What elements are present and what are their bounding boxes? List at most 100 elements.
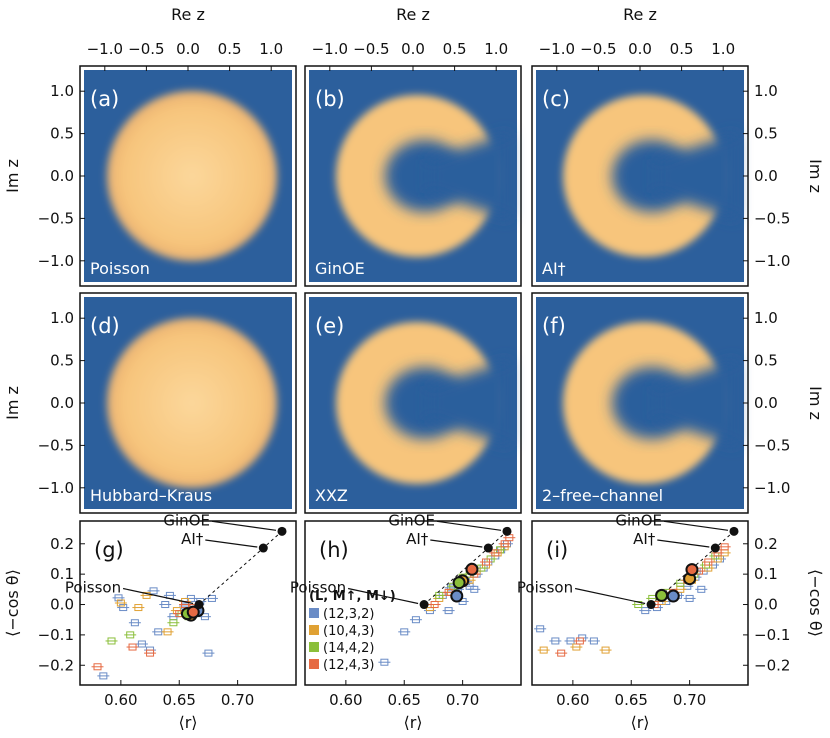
- panel-label: (a): [90, 87, 119, 111]
- density-panel: (c) AI† −1.0 −0.5 0.0 0.5 1.0 Re z 1.0 0.5 0.0 −0.5…: [531, 5, 825, 287]
- density-disk: [107, 91, 277, 261]
- x-tick-label: 0.70: [446, 691, 479, 709]
- x-axis-label: Re z: [396, 5, 430, 24]
- legend-swatch: [309, 642, 319, 652]
- reference-arrow: [663, 520, 729, 531]
- average-marker: [452, 576, 466, 590]
- reference-arrow: [347, 587, 419, 605]
- x-tick-label: −0.5: [353, 40, 389, 58]
- y-tick-label: 1.0: [754, 82, 778, 100]
- density-panel: (d) Hubbard–Kraus 1.0 0.5 0.0 −0.5 −1.0 Im z: [3, 292, 297, 514]
- reference-arrow: [657, 539, 710, 548]
- legend-swatch: [309, 625, 319, 635]
- reference-arrow: [436, 520, 502, 531]
- x-tick-label: 0.65: [163, 691, 196, 709]
- panel-label: (c): [542, 87, 570, 111]
- density-gap: [656, 132, 737, 220]
- y-axis-label: Im z: [3, 386, 22, 420]
- density-gap: [656, 359, 737, 447]
- x-axis-label: ⟨r⟩: [630, 713, 649, 732]
- y-axis-label: ⟨−cos θ⟩: [3, 569, 22, 637]
- legend-swatch: [309, 608, 319, 618]
- panel-name: Hubbard–Kraus: [90, 486, 212, 505]
- panel-label: (h): [319, 538, 349, 562]
- y-tick-label: −1.0: [38, 479, 74, 497]
- average-marker: [685, 563, 699, 577]
- y-tick-label: −1.0: [38, 252, 74, 270]
- panel-label: (e): [315, 314, 344, 338]
- reference-label: Poisson: [65, 579, 121, 597]
- reference-label: AI†: [406, 530, 429, 548]
- reference-arrow: [430, 539, 483, 548]
- x-tick-label: 1.0: [711, 40, 735, 58]
- y-tick-label: −0.5: [38, 436, 74, 454]
- scatter-panels: 0.60 0.65 0.70 ⟨r⟩ 0.2 0.1 0.0 −0.1 −0.2 ⟨−cos θ⟩…: [3, 511, 825, 732]
- legend-label: (12,3,2): [323, 607, 375, 622]
- y-axis-label: ⟨−cos θ⟩: [806, 569, 825, 637]
- reference-point: [502, 526, 512, 536]
- reference-label: AI†: [633, 530, 656, 548]
- average-marker: [666, 589, 680, 603]
- reference-point: [483, 543, 493, 553]
- average-marker: [655, 588, 669, 602]
- scatter-panel: 0.60 0.65 0.70 ⟨r⟩ Poisson AI†GinOE (h) (L, M↑,…: [290, 511, 522, 732]
- scatter-panel: 0.60 0.65 0.70 ⟨r⟩ 0.2 0.1 0.0 −0.1 −0.2 ⟨−cos θ⟩…: [3, 511, 297, 732]
- x-tick-label: 0.70: [221, 691, 254, 709]
- y-tick-label: −1.0: [754, 252, 790, 270]
- panel-name: 2–free–channel: [542, 486, 663, 505]
- y-axis-label: Im z: [806, 386, 825, 420]
- x-tick-label: 0.0: [628, 40, 652, 58]
- density-panels: (a) Poisson −1.0 −0.5 0.0 0.5 1.0 Re z 1.0 0.5 0.0…: [3, 5, 825, 514]
- y-tick-label: 0.5: [50, 125, 74, 143]
- y-tick-label: −0.2: [38, 656, 74, 674]
- y-tick-label: −0.5: [754, 209, 790, 227]
- y-tick-label: 0.5: [50, 352, 74, 370]
- y-tick-label: −0.1: [38, 626, 74, 644]
- density-gap: [429, 132, 510, 220]
- panel-name: AI†: [542, 259, 566, 278]
- legend-label: (12,4,3): [323, 658, 375, 673]
- reference-point: [194, 600, 204, 610]
- x-tick-label: −0.5: [580, 40, 616, 58]
- legend-swatch: [309, 659, 319, 669]
- y-tick-label: 0.5: [754, 125, 778, 143]
- y-tick-label: −0.5: [754, 436, 790, 454]
- panel-label: (g): [94, 538, 124, 562]
- average-marker: [186, 605, 200, 619]
- panel-label: (b): [315, 87, 345, 111]
- reference-point: [710, 543, 720, 553]
- reference-label: Poisson: [517, 579, 573, 597]
- x-tick-label: 1.0: [484, 40, 508, 58]
- y-tick-label: −1.0: [754, 479, 790, 497]
- reference-label: Poisson: [290, 579, 346, 597]
- legend-label: (14,4,2): [323, 641, 375, 656]
- reference-label: AI†: [181, 530, 204, 548]
- x-axis-label: ⟨r⟩: [178, 713, 197, 732]
- y-tick-label: 0.0: [50, 167, 74, 185]
- reference-point: [419, 600, 429, 610]
- x-axis-label: Re z: [623, 5, 657, 24]
- y-axis-label: Im z: [806, 159, 825, 193]
- x-axis-label: ⟨r⟩: [403, 713, 422, 732]
- y-tick-label: 0.1: [754, 565, 778, 583]
- y-tick-label: 0.2: [754, 535, 778, 553]
- x-tick-label: 0.5: [218, 40, 242, 58]
- y-tick-label: 0.0: [754, 596, 778, 614]
- y-axis-label: Im z: [3, 159, 22, 193]
- x-tick-label: −1.0: [87, 40, 123, 58]
- reference-label: GinOE: [163, 511, 210, 529]
- x-tick-label: 0.60: [329, 691, 362, 709]
- x-tick-label: −0.5: [128, 40, 164, 58]
- density-panel: (f) 2–free–channel 1.0 0.5 0.0 −0.5 −1.0 Im z: [531, 292, 825, 514]
- x-tick-label: 0.65: [388, 691, 421, 709]
- x-tick-label: 0.0: [401, 40, 425, 58]
- panel-name: Poisson: [90, 259, 150, 278]
- y-tick-label: 0.0: [754, 394, 778, 412]
- x-tick-label: 0.5: [670, 40, 694, 58]
- reference-arrow: [574, 587, 646, 605]
- density-disk: [107, 318, 277, 488]
- x-tick-label: 0.60: [556, 691, 589, 709]
- reference-arrow: [205, 539, 258, 548]
- density-gap: [429, 359, 510, 447]
- density-panel: (a) Poisson −1.0 −0.5 0.0 0.5 1.0 Re z 1.0 0.5 0.0…: [3, 5, 297, 287]
